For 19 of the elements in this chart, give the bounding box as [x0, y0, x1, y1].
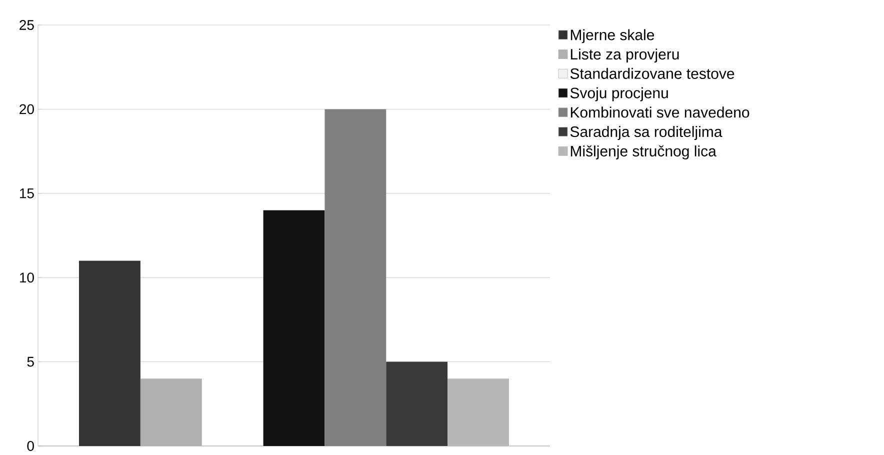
y-tick-label: 0 [27, 441, 34, 451]
legend-label: Svoju procjenu [570, 87, 668, 102]
y-tick-label: 20 [20, 104, 34, 114]
legend-label: Liste za provjeru [570, 48, 679, 63]
bar [324, 109, 386, 446]
bar [386, 362, 448, 446]
bar [79, 260, 140, 446]
legend-label: Kombinovati sve navedeno [570, 106, 750, 118]
bar [140, 378, 202, 446]
legend-label: Saradnja sa roditeljima [570, 126, 722, 140]
bar [263, 210, 325, 446]
legend-label: Standardizovane testove [570, 68, 734, 79]
bar [448, 378, 510, 446]
y-tick-label: 10 [20, 272, 34, 283]
y-tick-label: 25 [20, 20, 34, 30]
y-tick-label: 15 [20, 188, 34, 198]
legend-label: Mjerne skale [570, 29, 654, 44]
y-tick-label: 5 [27, 356, 34, 367]
legend-label: Mišljenje stručnog lica [570, 145, 716, 160]
